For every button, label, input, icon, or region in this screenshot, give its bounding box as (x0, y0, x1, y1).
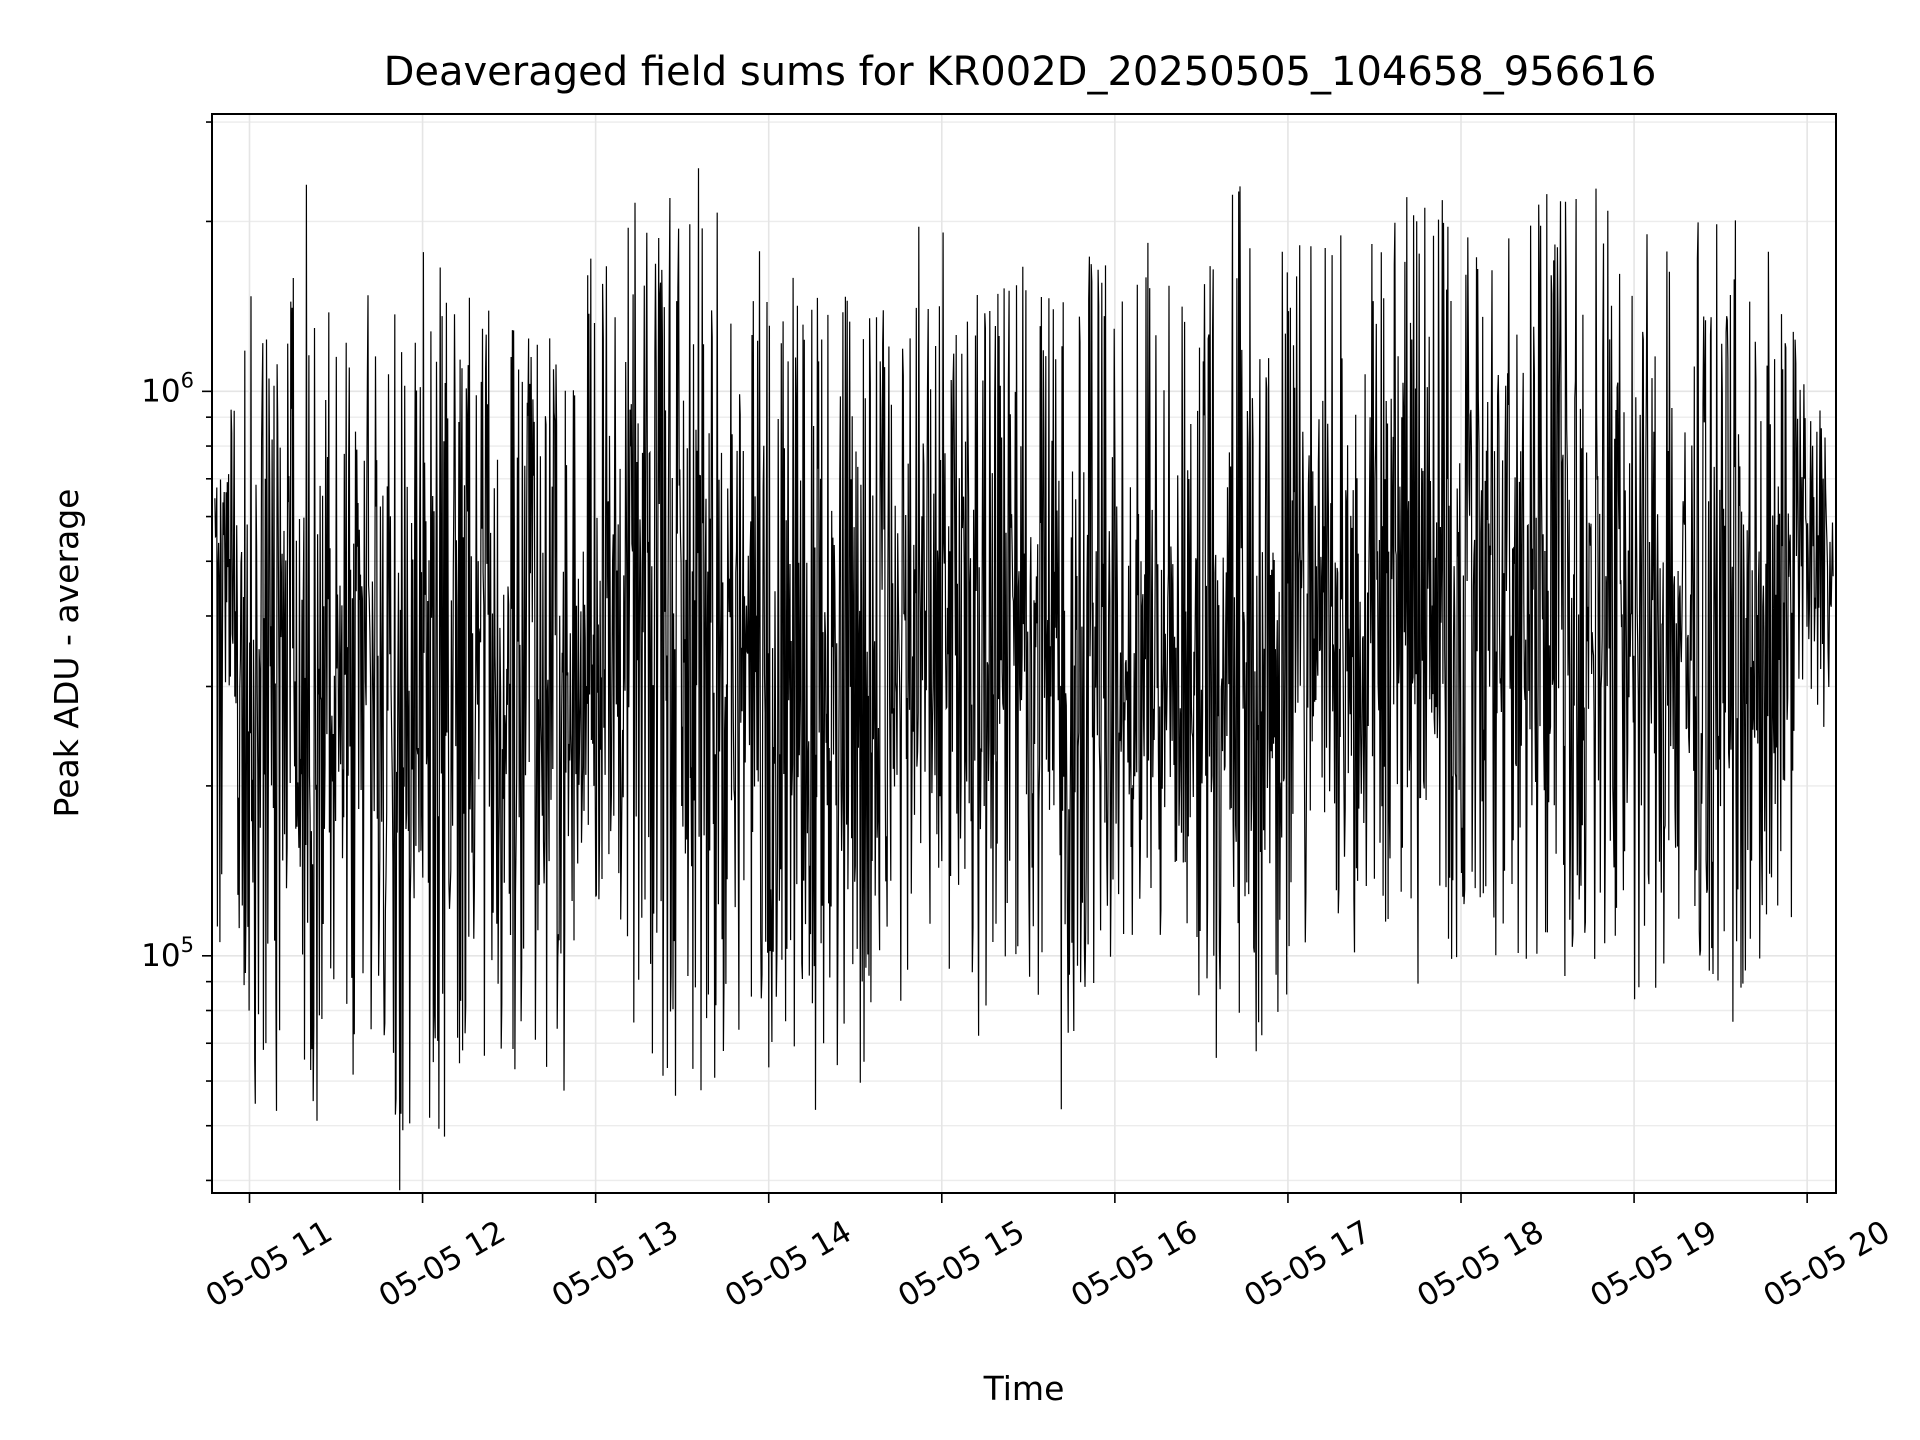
y-axis: 105 106 (141, 121, 212, 1182)
x-tick-label: 05-05 14 (719, 1214, 858, 1315)
x-tick-label: 05-05 20 (1757, 1214, 1896, 1315)
x-tick-label: 05-05 12 (373, 1214, 512, 1315)
series-line (214, 168, 1834, 1191)
x-axis: 05-05 11 05-05 12 05-05 13 05-05 14 05-05 15… (200, 1193, 1896, 1315)
x-tick-label: 05-05 18 (1411, 1214, 1550, 1315)
x-axis-label: Time (983, 1369, 1065, 1408)
x-tick-label: 05-05 16 (1065, 1214, 1204, 1315)
x-tick-label: 05-05 13 (546, 1214, 685, 1315)
plot-frame (211, 113, 1837, 1194)
x-tick-label: 05-05 17 (1238, 1214, 1377, 1315)
y-axis-label: Peak ADU - average (47, 489, 86, 818)
x-tick-label: 05-05 11 (200, 1214, 339, 1315)
x-tick-label: 05-05 15 (892, 1214, 1031, 1315)
y-tick-label: 106 (141, 368, 194, 409)
y-tick-label: 105 (141, 933, 194, 974)
series-layer (214, 168, 1834, 1191)
x-tick-label: 05-05 19 (1584, 1214, 1723, 1315)
chart-title: Deaveraged field sums for KR002D_2025050… (384, 49, 1657, 95)
